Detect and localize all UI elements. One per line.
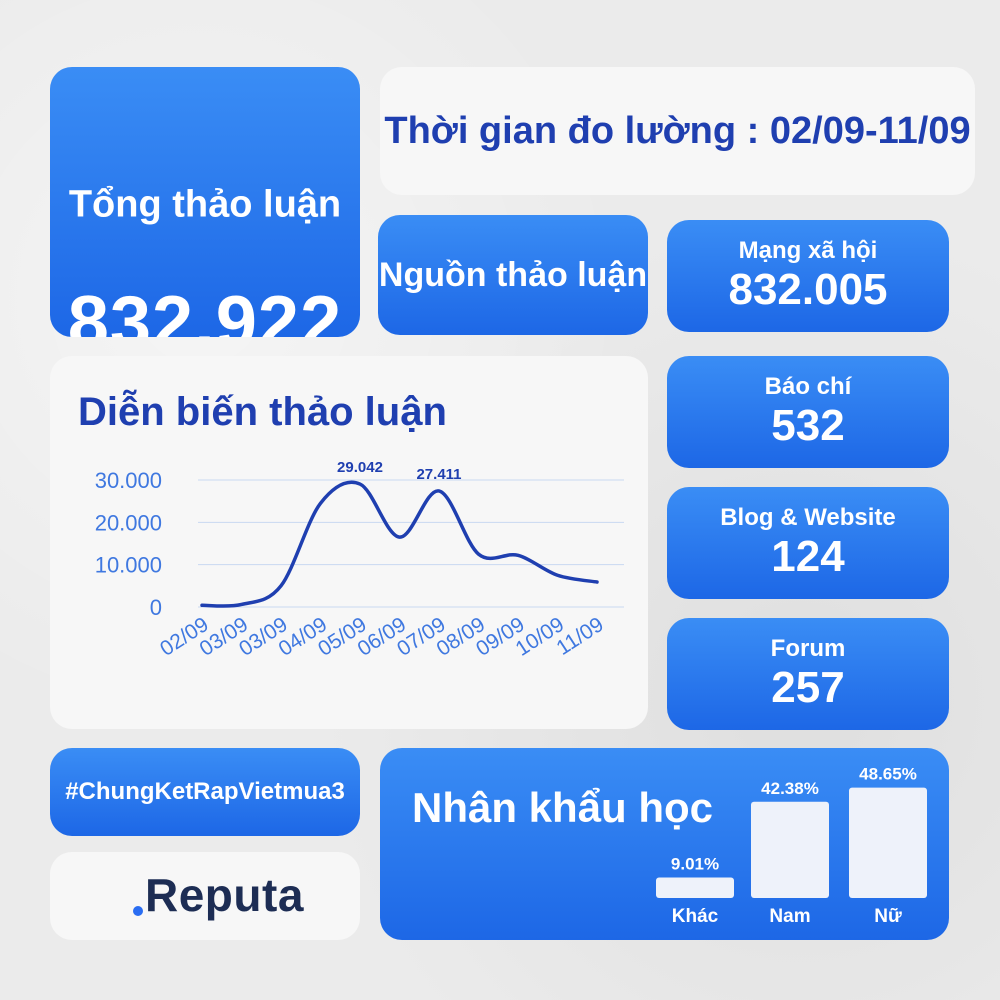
source-social-media-label: Mạng xã hội	[738, 237, 878, 264]
total-discussion-value: 832.922	[67, 280, 343, 338]
source-social-media-value: 832.005	[728, 265, 888, 314]
measurement-period-text: Thời gian đo lường : 02/09-11/09	[384, 109, 971, 152]
demographics-card: Nhân khẩu học 9.01% Khác 42.38% Nam 48.65% Nữ	[380, 748, 949, 940]
bar-category-label: Khác	[672, 906, 719, 927]
discussion-trend-card: 0 10.000 20.000 30.000 02/09 03/09 03/09 04/09 0…	[50, 356, 648, 729]
source-press-card: Báo chí 532	[667, 356, 949, 468]
series-line	[200, 480, 599, 608]
y-tick-label: 10.000	[95, 553, 162, 578]
demographics-bar-chart: 9.01% Khác 42.38% Nam 48.65% Nữ	[656, 765, 927, 927]
total-discussion-label: Tổng thảo luận	[68, 183, 342, 226]
data-label: 29.042	[337, 459, 383, 476]
y-tick-label: 20.000	[95, 510, 162, 535]
discussion-source-card: Nguồn thảo luận	[378, 215, 648, 335]
measurement-period-card: Thời gian đo lường : 02/09-11/09	[380, 67, 975, 195]
source-press-label: Báo chí	[764, 373, 852, 400]
source-forum-value: 257	[771, 663, 845, 712]
source-blog-website-label: Blog & Website	[720, 504, 896, 531]
source-forum-label: Forum	[770, 635, 846, 662]
y-tick-label: 30.000	[95, 468, 162, 493]
source-forum-card: Forum 257	[667, 618, 949, 730]
hashtag-card: #ChungKetRapVietmua3	[50, 748, 360, 836]
demographic-bar	[849, 787, 927, 898]
bar-value-label: 42.38%	[761, 779, 819, 798]
demographics-title: Nhân khẩu học	[412, 784, 714, 831]
bar-category-label: Nam	[769, 906, 810, 927]
source-blog-website-card: Blog & Website 124	[667, 487, 949, 599]
source-press-value: 532	[771, 401, 845, 450]
brand-card: Reputa	[50, 852, 360, 940]
brand-logo-dot-icon	[133, 906, 143, 916]
discussion-trend-chart: 010.00020.00030.00002/0903/0903/0904/090…	[95, 459, 624, 661]
source-social-media-card: Mạng xã hội 832.005	[667, 220, 949, 332]
bar-value-label: 9.01%	[671, 855, 719, 874]
source-blog-website-value: 124	[771, 532, 845, 581]
bar-value-label: 48.65%	[859, 765, 917, 784]
x-tick-label: 11/09	[552, 613, 607, 660]
discussion-source-title: Nguồn thảo luận	[378, 255, 648, 294]
brand-logo: Reputa	[145, 869, 304, 921]
bar-category-label: Nữ	[874, 906, 902, 927]
y-tick-label: 0	[150, 595, 162, 620]
data-label: 27.411	[416, 466, 461, 483]
demographic-bar	[751, 801, 829, 898]
discussion-trend-title: Diễn biến thảo luận	[78, 390, 447, 434]
hashtag-text: #ChungKetRapVietmua3	[65, 778, 345, 805]
total-discussion-card: Tổng thảo luận 832.922	[50, 67, 360, 337]
demographic-bar	[656, 877, 734, 898]
